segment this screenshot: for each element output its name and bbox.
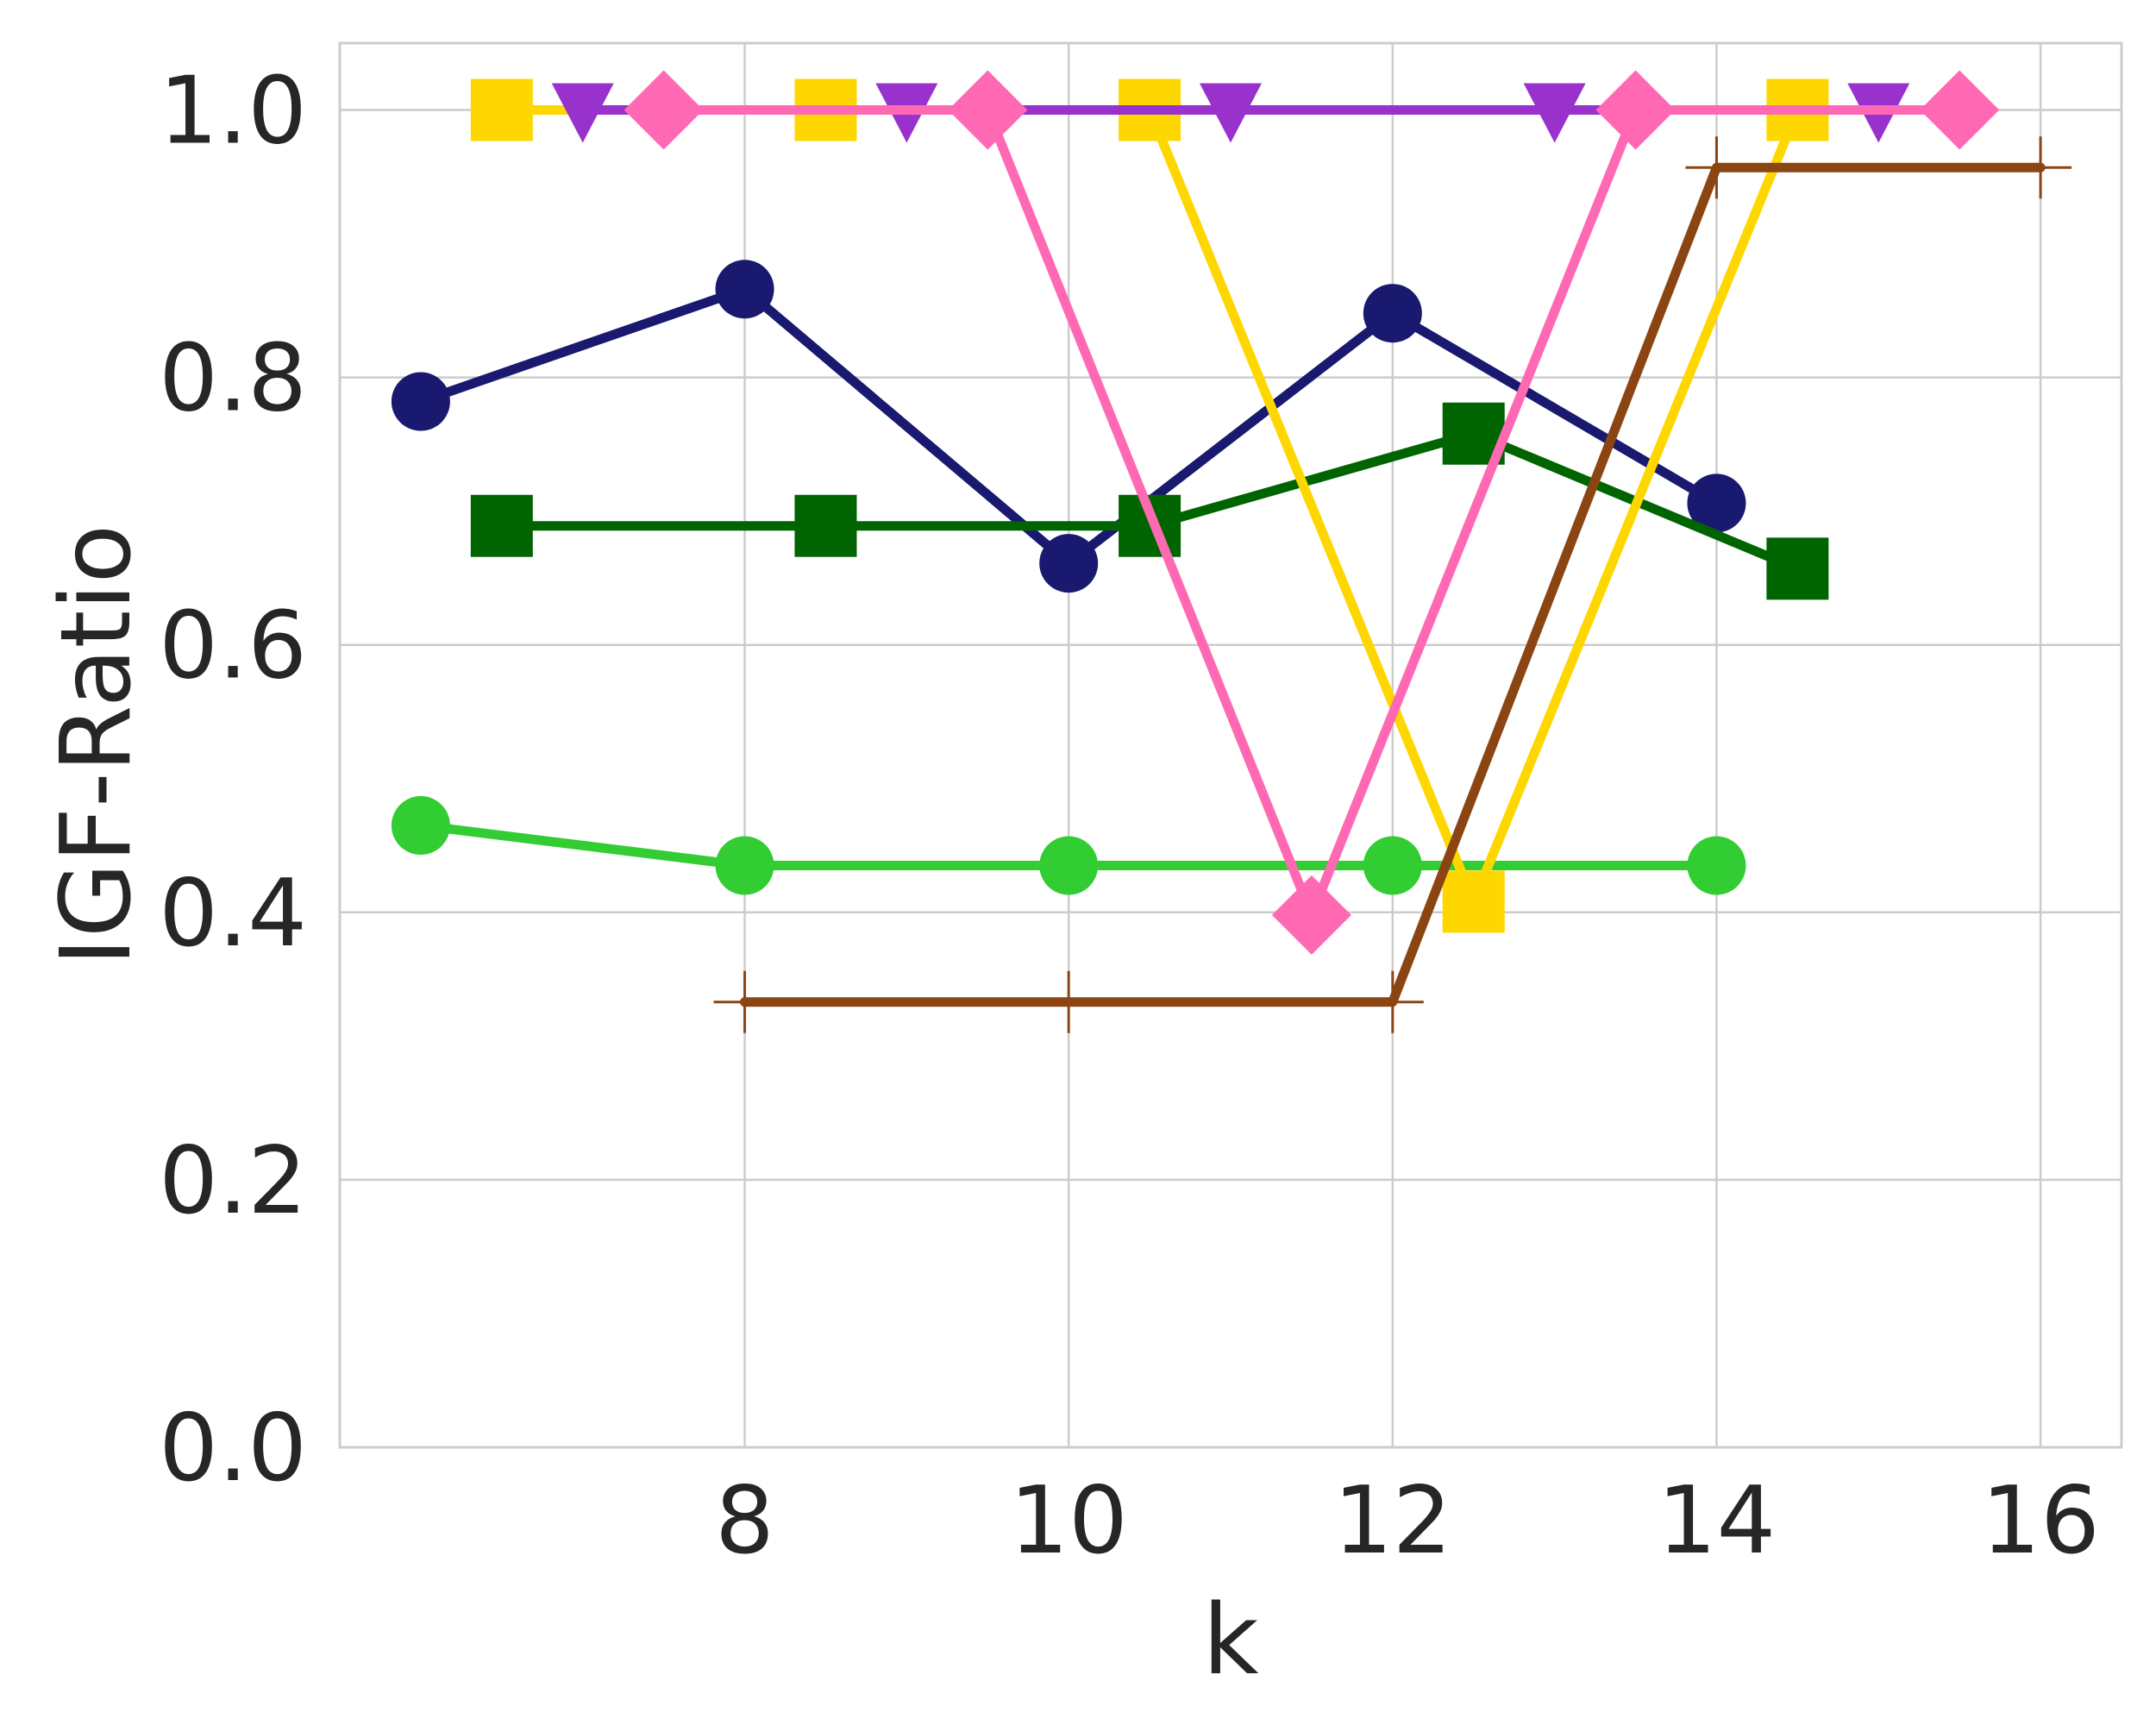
y-tick-label: 0.0 [159,1395,307,1502]
data-point-marker [391,796,450,856]
data-point-marker [391,372,450,431]
data-point-marker [1687,474,1746,533]
data-point-marker [470,494,533,557]
series-7 [713,136,2072,1033]
series-1 [391,796,1746,895]
data-point-marker [1363,836,1422,895]
x-tick-label: 14 [1658,1467,1776,1575]
data-point-marker [1363,284,1422,343]
data-point-marker [1200,83,1262,143]
data-point-marker [1039,836,1099,895]
x-axis-label: k [1203,1584,1259,1697]
y-axis-label: IGF-Ratio [41,524,153,966]
data-point-marker [715,260,774,319]
y-tick-label: 0.2 [159,1127,307,1235]
x-tick-label: 16 [1981,1467,2099,1575]
data-point-marker [1685,136,1748,199]
data-point-marker [1039,534,1099,593]
series-2 [391,260,1746,593]
series-layer [391,70,2072,1033]
data-point-marker [1442,870,1505,933]
x-tick-label: 10 [1009,1467,1127,1575]
data-point-marker [1523,83,1586,143]
x-tick-labels: 8 10 12 14 16 [715,1467,2100,1575]
data-point-marker [1766,537,1829,600]
data-point-marker [470,78,533,141]
data-point-marker [948,70,1028,150]
y-tick-labels: 0.0 0.2 0.4 0.6 0.8 1.0 [159,58,307,1502]
data-point-marker [715,836,774,895]
x-tick-label: 12 [1333,1467,1451,1575]
y-tick-label: 0.8 [159,325,307,433]
series-6 [624,70,2000,955]
x-tick-label: 8 [715,1467,774,1575]
data-point-marker [1687,836,1746,895]
data-point-marker [1271,875,1351,955]
data-point-marker [794,494,857,557]
data-point-marker [1361,970,1424,1033]
plot-area [338,41,2123,1449]
data-point-marker [1920,70,2000,150]
data-point-marker [2009,136,2072,199]
y-tick-label: 1.0 [159,58,307,166]
data-point-marker [1595,70,1676,150]
data-point-marker [713,970,776,1033]
data-point-marker [624,70,704,150]
data-point-marker [551,83,614,143]
data-point-marker [1037,970,1100,1033]
y-tick-label: 0.6 [159,593,307,700]
y-tick-label: 0.4 [159,860,307,968]
